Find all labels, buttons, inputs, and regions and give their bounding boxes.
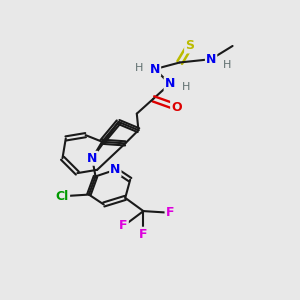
Text: N: N: [165, 77, 175, 91]
Text: Cl: Cl: [56, 190, 69, 203]
Text: N: N: [87, 152, 98, 165]
Text: O: O: [171, 100, 182, 114]
Text: S: S: [185, 40, 194, 52]
Text: H: H: [134, 63, 143, 73]
Text: N: N: [206, 53, 216, 66]
Text: N: N: [150, 63, 160, 76]
Text: H: H: [182, 82, 190, 92]
Text: F: F: [166, 206, 174, 219]
Text: N: N: [110, 163, 121, 176]
Text: F: F: [139, 228, 148, 241]
Text: H: H: [223, 60, 232, 70]
Text: F: F: [119, 220, 128, 232]
